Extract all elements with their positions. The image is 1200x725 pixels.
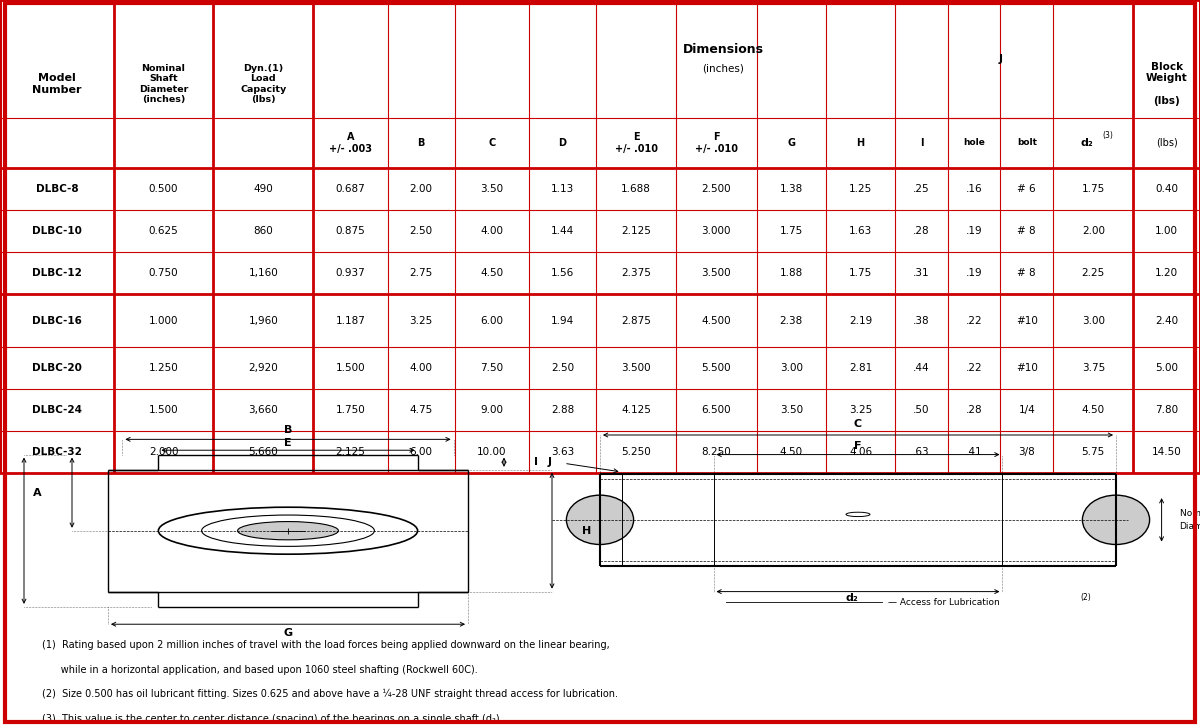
- Text: DLBC-10: DLBC-10: [32, 226, 82, 236]
- Text: 1.688: 1.688: [622, 184, 650, 194]
- Text: 490: 490: [253, 184, 274, 194]
- Text: 3.63: 3.63: [551, 447, 575, 457]
- Text: .22: .22: [966, 315, 983, 326]
- Text: H: H: [857, 138, 864, 148]
- Text: A: A: [34, 488, 42, 497]
- Text: 3,660: 3,660: [248, 405, 278, 415]
- Text: 3.50: 3.50: [480, 184, 504, 194]
- Text: E: E: [284, 438, 292, 448]
- Text: 1,960: 1,960: [248, 315, 278, 326]
- Text: 9.00: 9.00: [480, 405, 504, 415]
- Text: 3.50: 3.50: [780, 405, 803, 415]
- Text: 2.38: 2.38: [780, 315, 803, 326]
- Text: 0.875: 0.875: [336, 226, 366, 236]
- Text: 6.500: 6.500: [702, 405, 731, 415]
- Text: 2.50: 2.50: [551, 363, 574, 373]
- Text: 6.00: 6.00: [480, 315, 504, 326]
- Text: 3.500: 3.500: [702, 268, 731, 278]
- Text: 4.75: 4.75: [409, 405, 433, 415]
- Text: I: I: [919, 138, 923, 148]
- Text: #10: #10: [1016, 363, 1038, 373]
- Text: 5.500: 5.500: [702, 363, 731, 373]
- Text: 4.50: 4.50: [480, 268, 504, 278]
- Text: 1/4: 1/4: [1019, 405, 1036, 415]
- Text: — Access for Lubrication: — Access for Lubrication: [888, 598, 1000, 607]
- Text: DLBC-16: DLBC-16: [32, 315, 82, 326]
- Text: 4.00: 4.00: [480, 226, 504, 236]
- Text: 10.00: 10.00: [478, 447, 506, 457]
- Text: Nominal
Shaft
Diameter
(inches): Nominal Shaft Diameter (inches): [139, 64, 188, 104]
- Text: 0.40: 0.40: [1156, 184, 1178, 194]
- Text: 2,920: 2,920: [248, 363, 278, 373]
- Text: 2.75: 2.75: [409, 268, 433, 278]
- Text: (inches): (inches): [702, 63, 744, 73]
- Text: 1.500: 1.500: [149, 405, 179, 415]
- Text: 1.94: 1.94: [551, 315, 575, 326]
- Text: 4.50: 4.50: [1081, 405, 1105, 415]
- Text: 1.56: 1.56: [551, 268, 575, 278]
- Text: 860: 860: [253, 226, 274, 236]
- Text: 2.00: 2.00: [409, 184, 433, 194]
- Text: 2.125: 2.125: [336, 447, 366, 457]
- Text: C: C: [488, 138, 496, 148]
- Text: 0.687: 0.687: [336, 184, 366, 194]
- Text: J: J: [998, 54, 1002, 64]
- Text: 4.50: 4.50: [780, 447, 803, 457]
- Text: .19: .19: [966, 268, 983, 278]
- Text: .22: .22: [966, 363, 983, 373]
- Text: #10: #10: [1016, 315, 1038, 326]
- Text: while in a horizontal application, and based upon 1060 steel shafting (Rockwell : while in a horizontal application, and b…: [42, 665, 478, 675]
- Text: .41: .41: [966, 447, 983, 457]
- Text: 4.500: 4.500: [702, 315, 731, 326]
- Text: .25: .25: [913, 184, 930, 194]
- Text: 1.63: 1.63: [848, 226, 872, 236]
- Text: 5.00: 5.00: [1156, 363, 1178, 373]
- Text: 1.00: 1.00: [1156, 226, 1178, 236]
- Text: 2.19: 2.19: [848, 315, 872, 326]
- Text: 0.750: 0.750: [149, 268, 179, 278]
- Text: 1.187: 1.187: [336, 315, 366, 326]
- Text: G: G: [283, 628, 293, 638]
- Text: 8.250: 8.250: [702, 447, 731, 457]
- Text: 4.125: 4.125: [622, 405, 650, 415]
- Text: 3.00: 3.00: [780, 363, 803, 373]
- Text: (lbs): (lbs): [1156, 138, 1177, 148]
- Text: 1.13: 1.13: [551, 184, 575, 194]
- Text: Dyn.(1)
Load
Capacity
(lbs): Dyn.(1) Load Capacity (lbs): [240, 64, 287, 104]
- Text: 2.00: 2.00: [1082, 226, 1105, 236]
- Ellipse shape: [1082, 495, 1150, 544]
- Text: J: J: [548, 457, 552, 467]
- Text: 0.937: 0.937: [336, 268, 366, 278]
- Text: 14.50: 14.50: [1152, 447, 1182, 457]
- Text: C: C: [854, 419, 862, 429]
- Text: .19: .19: [966, 226, 983, 236]
- Text: Dimensions: Dimensions: [683, 43, 764, 56]
- Text: 1.38: 1.38: [780, 184, 803, 194]
- Text: 7.50: 7.50: [480, 363, 504, 373]
- Text: DLBC-20: DLBC-20: [32, 363, 82, 373]
- Text: hole: hole: [964, 138, 985, 147]
- Text: # 8: # 8: [1018, 226, 1036, 236]
- Text: 3.000: 3.000: [702, 226, 731, 236]
- Text: (2)  Size 0.500 has oil lubricant fitting. Sizes 0.625 and above have a ¼-28 UNF: (2) Size 0.500 has oil lubricant fitting…: [42, 689, 618, 700]
- Text: 1,160: 1,160: [248, 268, 278, 278]
- Text: 2.25: 2.25: [1081, 268, 1105, 278]
- Text: DLBC-24: DLBC-24: [32, 405, 82, 415]
- Text: 1.250: 1.250: [149, 363, 179, 373]
- Text: .38: .38: [913, 315, 930, 326]
- Ellipse shape: [566, 495, 634, 544]
- Text: B: B: [418, 138, 425, 148]
- Text: 0.500: 0.500: [149, 184, 179, 194]
- Text: 2.500: 2.500: [702, 184, 731, 194]
- Text: 2.125: 2.125: [622, 226, 650, 236]
- Text: F
+/- .010: F +/- .010: [695, 132, 738, 154]
- Text: .28: .28: [913, 226, 930, 236]
- Text: # 6: # 6: [1018, 184, 1036, 194]
- Text: 6.00: 6.00: [409, 447, 433, 457]
- Text: d₂: d₂: [1081, 138, 1093, 148]
- Text: 1.25: 1.25: [848, 184, 872, 194]
- Text: 5.75: 5.75: [1081, 447, 1105, 457]
- Text: 1.20: 1.20: [1156, 268, 1178, 278]
- Text: 1.75: 1.75: [780, 226, 803, 236]
- Text: 2.81: 2.81: [848, 363, 872, 373]
